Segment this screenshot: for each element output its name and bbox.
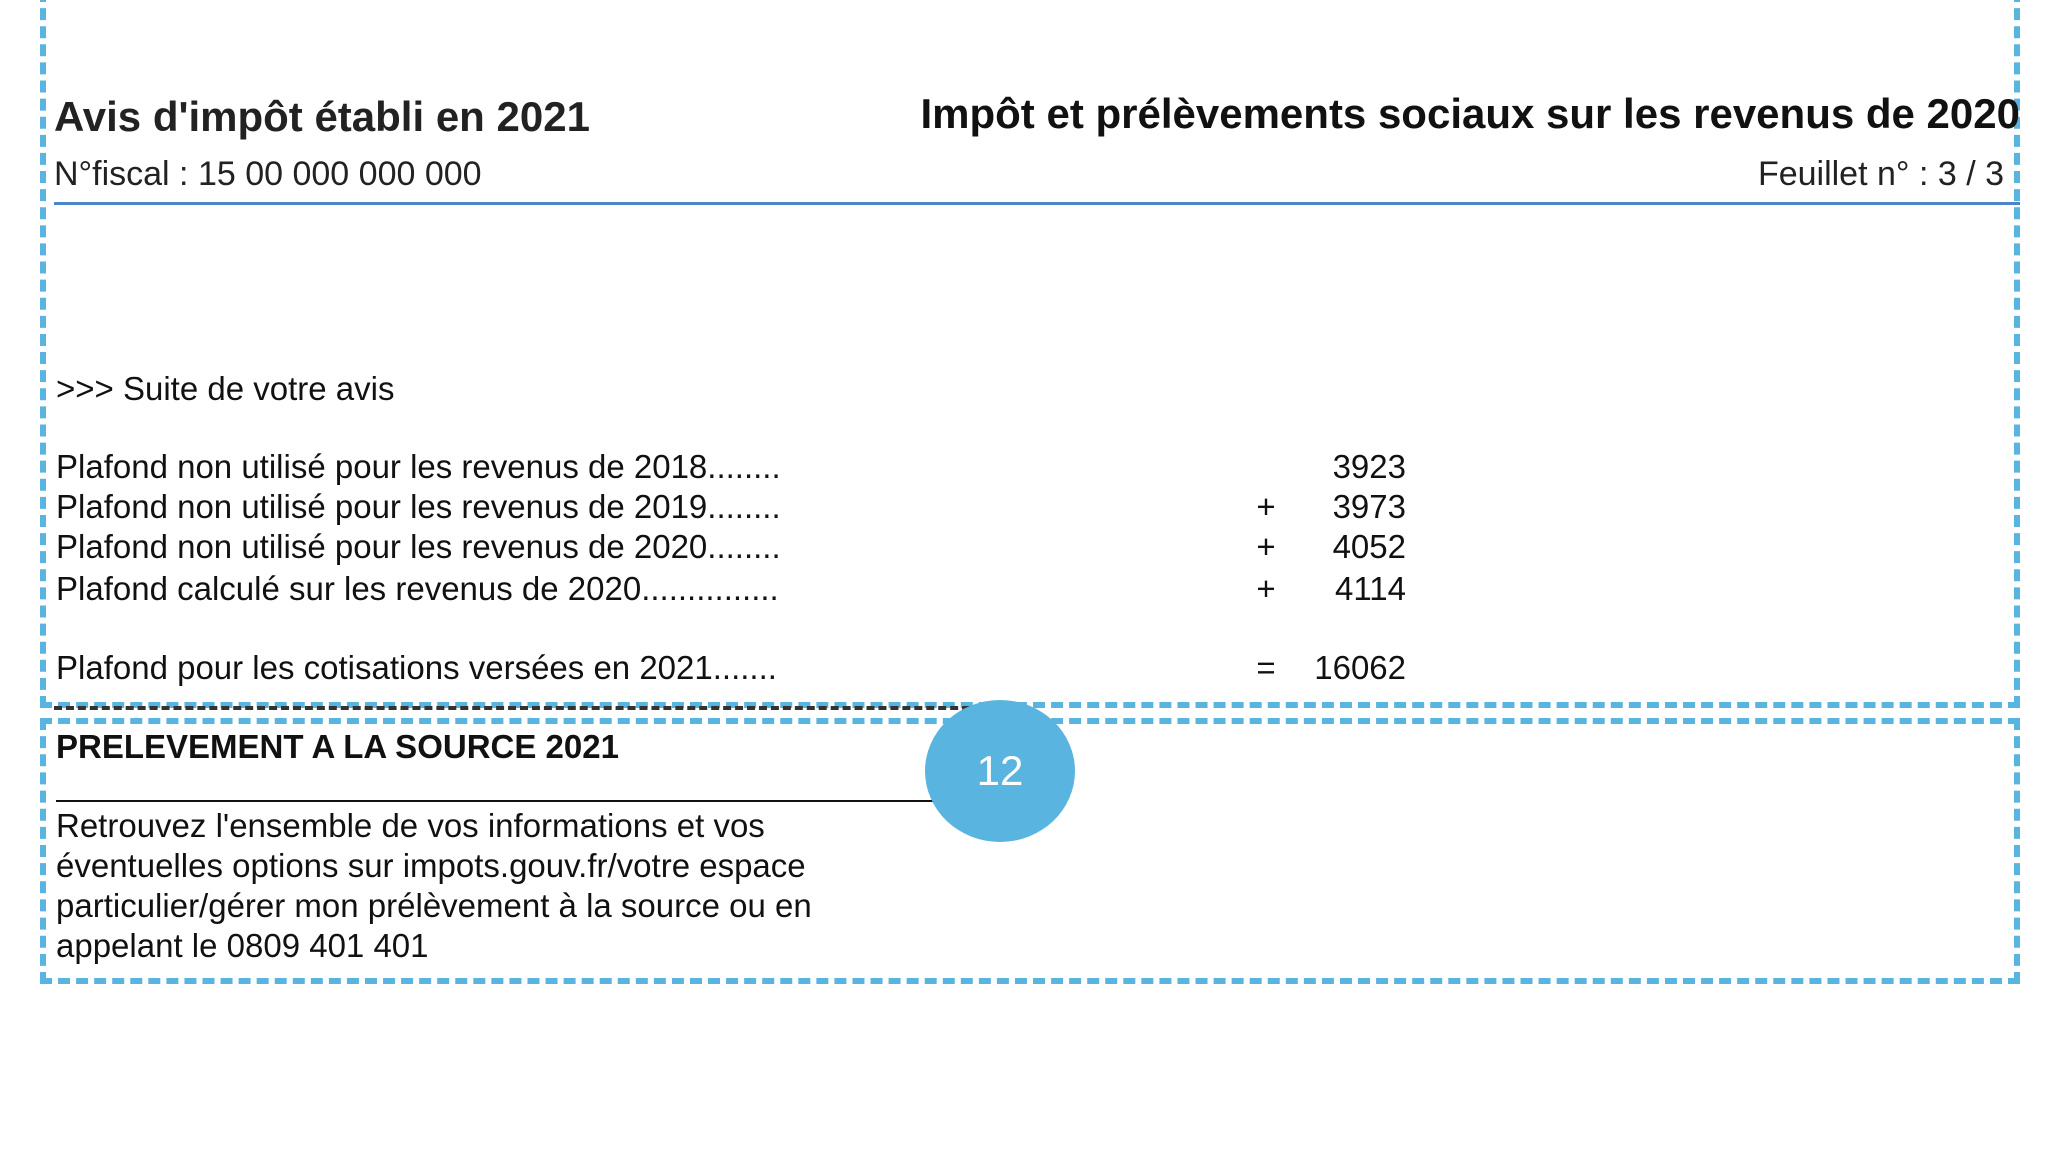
continuation-label: >>> Suite de votre avis — [56, 370, 395, 407]
row-label: Plafond non utilisé pour les revenus de … — [56, 488, 781, 525]
fiscal-number: N°fiscal : 15 00 000 000 000 — [54, 155, 482, 193]
row-label: Plafond non utilisé pour les revenus de … — [56, 528, 781, 565]
row-label: Plafond non utilisé pour les revenus de … — [56, 448, 781, 485]
row-operator: + — [1256, 528, 1276, 565]
row-operator: + — [1256, 570, 1276, 607]
row-value: 16062 — [1314, 649, 1406, 686]
section-separator — [54, 706, 994, 710]
sheet-number: Feuillet n° : 3 / 3 — [1757, 155, 2004, 193]
section-title: PRELEVEMENT A LA SOURCE 2021 — [56, 728, 619, 765]
total-row: Plafond pour les cotisations versées en … — [56, 649, 1406, 689]
section-rule — [56, 800, 936, 802]
row-value: 4114 — [1335, 570, 1406, 607]
row-value: 3923 — [1332, 448, 1406, 485]
header-rule — [54, 202, 2020, 205]
document-title: Avis d'impôt établi en 2021 — [54, 93, 590, 140]
table-row: Plafond non utilisé pour les revenus de … — [56, 488, 1406, 528]
section-text: Retrouvez l'ensemble de vos informations… — [56, 807, 812, 964]
row-operator: = — [1256, 649, 1276, 686]
row-value: 3973 — [1332, 488, 1406, 525]
table-row: Plafond non utilisé pour les revenus de … — [56, 448, 1406, 488]
row-operator: + — [1256, 488, 1276, 525]
table-row: Plafond calculé sur les revenus de 2020.… — [56, 570, 1406, 610]
table-row: Plafond non utilisé pour les revenus de … — [56, 528, 1406, 568]
row-label: Plafond pour les cotisations versées en … — [56, 649, 777, 686]
callout-badge: 12 — [925, 700, 1075, 842]
row-label: Plafond calculé sur les revenus de 2020.… — [56, 570, 779, 607]
document-subject: Impôt et prélèvements sociaux sur les re… — [920, 90, 2020, 137]
row-value: 4052 — [1332, 528, 1406, 565]
